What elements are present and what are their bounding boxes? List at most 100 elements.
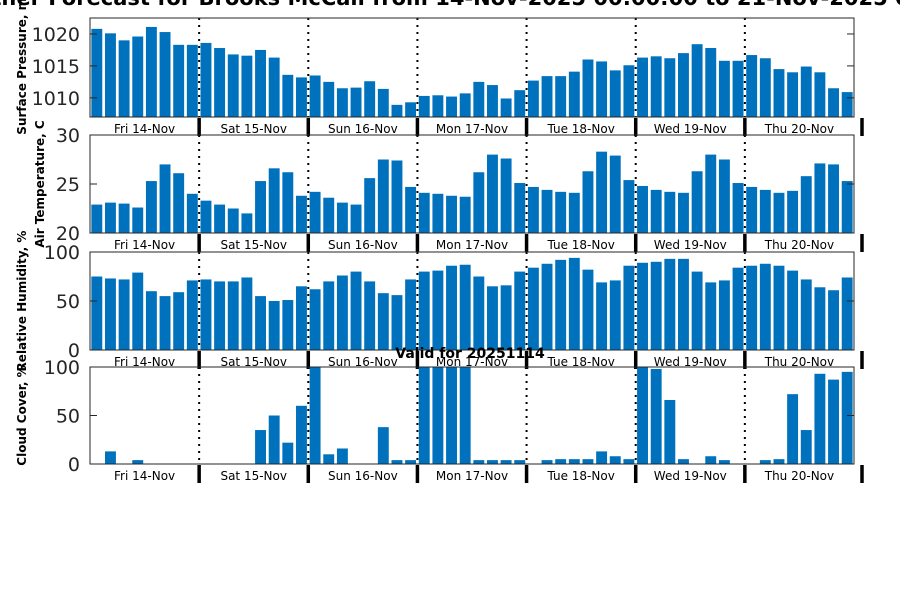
bar-pressure-10 <box>227 54 239 117</box>
bar-relative-humidity-50 <box>773 265 785 350</box>
bar-pressure-43 <box>678 53 689 117</box>
bar-pressure-2 <box>118 40 130 117</box>
bar-air-temperature-51 <box>787 190 799 233</box>
y-tick-label: 100 <box>44 357 80 379</box>
bar-air-temperature-53 <box>814 163 826 233</box>
bar-relative-humidity-27 <box>459 264 471 350</box>
bar-relative-humidity-46 <box>718 280 730 350</box>
y-axis-label-relative-humidity: Relative Humidity, % <box>15 231 29 372</box>
bar-relative-humidity-22 <box>391 295 403 350</box>
bar-air-temperature-3 <box>132 207 144 233</box>
bar-air-temperature-32 <box>527 186 539 233</box>
bar-relative-humidity-19 <box>350 271 362 350</box>
bar-relative-humidity-39 <box>623 265 635 350</box>
bar-air-temperature-30 <box>500 158 512 233</box>
bar-relative-humidity-5 <box>159 296 171 350</box>
day-label: Mon 17-Nov <box>436 122 508 136</box>
day-label: Sun 16-Nov <box>328 238 398 252</box>
day-label: Thu 20-Nov <box>764 469 834 483</box>
bar-air-temperature-27 <box>459 196 471 233</box>
bar-relative-humidity-25 <box>432 270 444 350</box>
bar-air-temperature-4 <box>145 181 157 233</box>
bar-cloud-cover-42 <box>664 399 676 464</box>
day-label: Wed 19-Nov <box>654 238 727 252</box>
bar-pressure-5 <box>159 32 171 117</box>
bar-air-temperature-50 <box>773 192 785 233</box>
bar-cloud-cover-15 <box>296 405 307 464</box>
day-label: Wed 19-Nov <box>654 469 727 483</box>
day-label: Fri 14-Nov <box>114 238 175 252</box>
bar-relative-humidity-28 <box>473 276 485 350</box>
bar-air-temperature-26 <box>446 195 457 233</box>
bar-relative-humidity-47 <box>732 267 744 350</box>
bar-air-temperature-6 <box>173 173 185 233</box>
chart-subtitle: Valid for 20251114 <box>395 346 545 362</box>
bar-cloud-cover-25 <box>432 367 444 464</box>
bar-pressure-22 <box>391 104 403 117</box>
day-label: Thu 20-Nov <box>764 238 834 252</box>
bar-relative-humidity-0 <box>91 276 103 350</box>
bar-pressure-29 <box>487 85 498 117</box>
bar-cloud-cover-23 <box>405 460 417 464</box>
day-label: Tue 18-Nov <box>546 355 614 369</box>
day-label: Tue 18-Nov <box>546 469 614 483</box>
panel-cloud-cover: 0 50 100 Fri 14-Nov Sat 15-Nov Sun 16-Nov Mon … <box>15 357 864 483</box>
bar-air-temperature-35 <box>568 192 580 233</box>
y-tick-label: 50 <box>56 406 80 428</box>
bar-air-temperature-21 <box>377 159 389 233</box>
bar-pressure-19 <box>350 87 362 117</box>
bar-pressure-55 <box>841 92 853 117</box>
bar-air-temperature-23 <box>405 186 417 233</box>
bar-pressure-23 <box>405 102 417 117</box>
bar-cloud-cover-51 <box>787 394 799 464</box>
bar-cloud-cover-22 <box>391 460 403 464</box>
bar-air-temperature-48 <box>746 186 758 233</box>
day-label: Fri 14-Nov <box>114 355 175 369</box>
bar-air-temperature-14 <box>282 172 294 233</box>
bar-air-temperature-46 <box>718 159 730 233</box>
bar-relative-humidity-12 <box>255 296 266 350</box>
bar-pressure-41 <box>650 56 662 117</box>
bar-pressure-16 <box>309 75 321 117</box>
bar-relative-humidity-29 <box>487 286 498 350</box>
y-tick-label: 25 <box>56 174 80 196</box>
bar-pressure-26 <box>446 96 457 117</box>
bar-air-temperature-54 <box>828 164 839 233</box>
bar-relative-humidity-9 <box>214 281 226 350</box>
bar-air-temperature-31 <box>514 183 526 233</box>
bar-relative-humidity-14 <box>282 300 294 350</box>
bar-pressure-51 <box>787 72 799 117</box>
bar-pressure-45 <box>705 48 717 117</box>
bar-cloud-cover-26 <box>446 367 457 464</box>
bar-air-temperature-11 <box>241 213 253 233</box>
day-label: Sat 15-Nov <box>220 355 287 369</box>
bar-relative-humidity-34 <box>555 259 567 350</box>
bar-cloud-cover-1 <box>105 451 116 464</box>
bar-relative-humidity-3 <box>132 272 144 350</box>
bar-pressure-31 <box>514 90 526 117</box>
day-label: Tue 18-Nov <box>546 122 614 136</box>
day-label: Mon 17-Nov <box>436 355 508 369</box>
day-label: Mon 17-Nov <box>436 469 508 483</box>
day-label: Thu 20-Nov <box>764 355 834 369</box>
bar-relative-humidity-42 <box>664 258 676 350</box>
bar-air-temperature-19 <box>350 204 362 233</box>
bar-cloud-cover-34 <box>555 459 567 464</box>
y-tick-label: 50 <box>56 291 80 313</box>
bar-air-temperature-36 <box>582 171 594 233</box>
bar-relative-humidity-10 <box>227 281 239 350</box>
bar-relative-humidity-30 <box>500 285 512 350</box>
bar-air-temperature-55 <box>841 181 853 233</box>
bar-pressure-7 <box>186 44 198 117</box>
bar-relative-humidity-38 <box>609 280 621 350</box>
bar-air-temperature-0 <box>91 204 103 233</box>
bar-pressure-42 <box>664 58 676 117</box>
bar-relative-humidity-32 <box>527 267 539 350</box>
bar-relative-humidity-35 <box>568 257 580 350</box>
bar-pressure-3 <box>132 36 144 117</box>
bar-cloud-cover-27 <box>459 367 471 464</box>
bar-pressure-27 <box>459 93 471 117</box>
bar-relative-humidity-52 <box>800 279 812 350</box>
bar-pressure-44 <box>691 44 703 117</box>
